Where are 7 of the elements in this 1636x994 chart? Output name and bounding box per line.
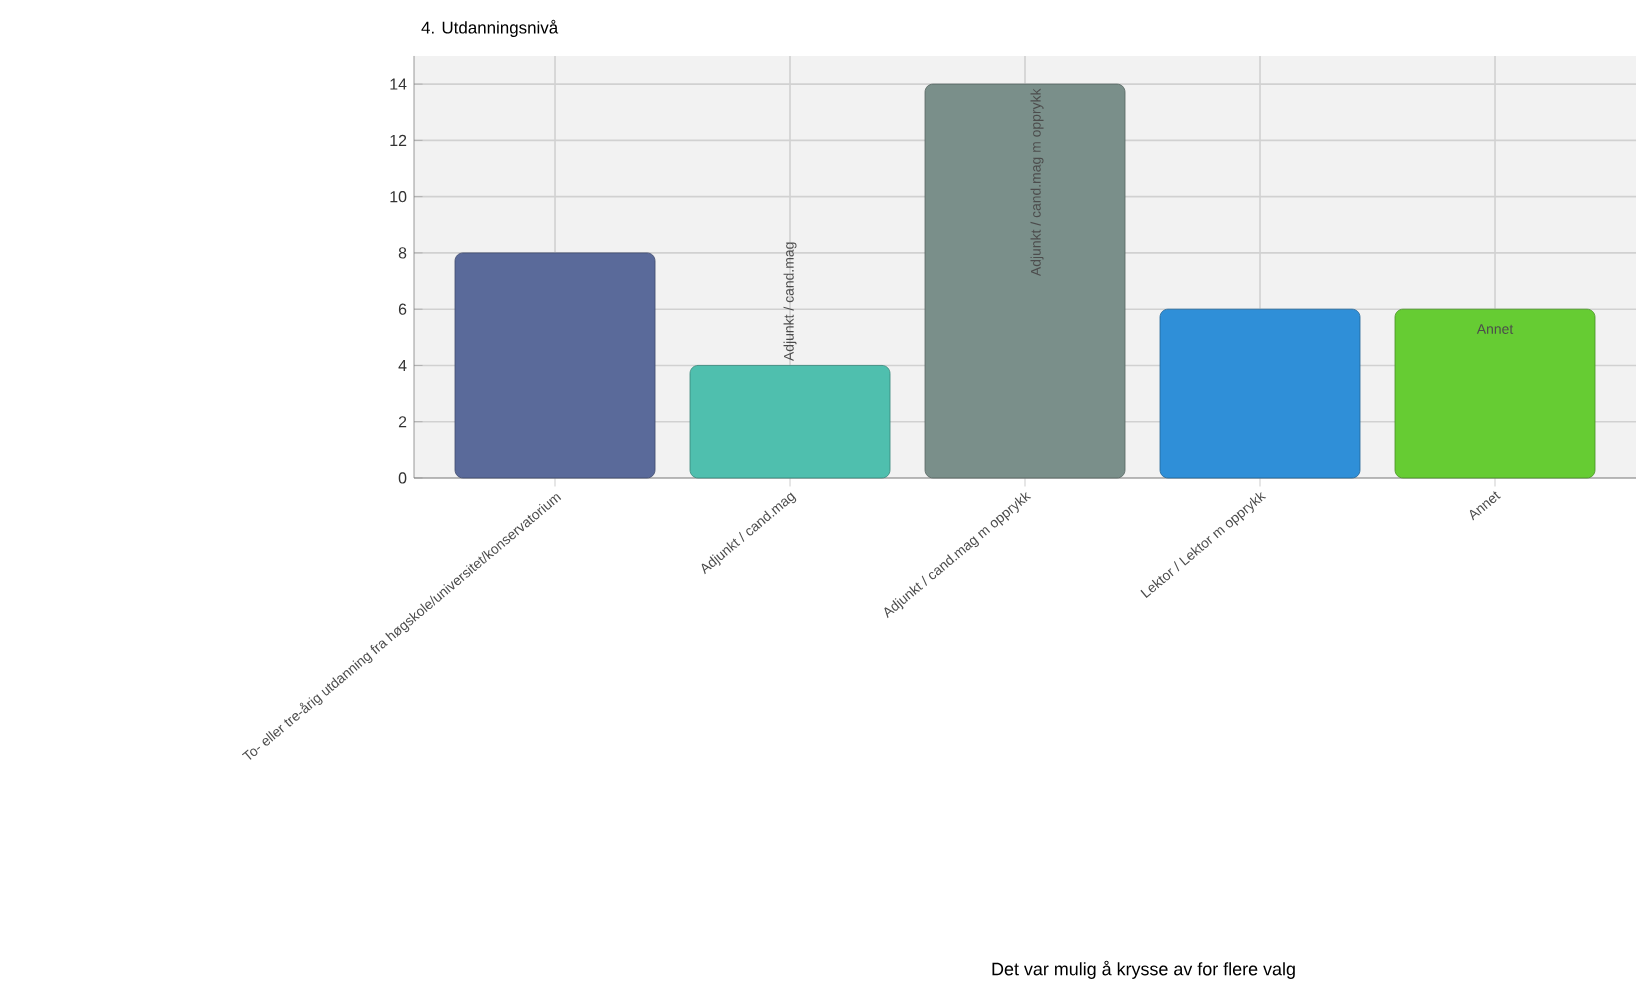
bar — [1159, 308, 1361, 479]
bar — [924, 83, 1126, 479]
bar — [454, 252, 656, 479]
bar — [689, 365, 891, 479]
bar — [1394, 308, 1596, 479]
chart-title: 4. Utdanningsnivå — [421, 19, 559, 37]
text: Det var mulig å krysse av for flere valg — [992, 960, 1295, 979]
